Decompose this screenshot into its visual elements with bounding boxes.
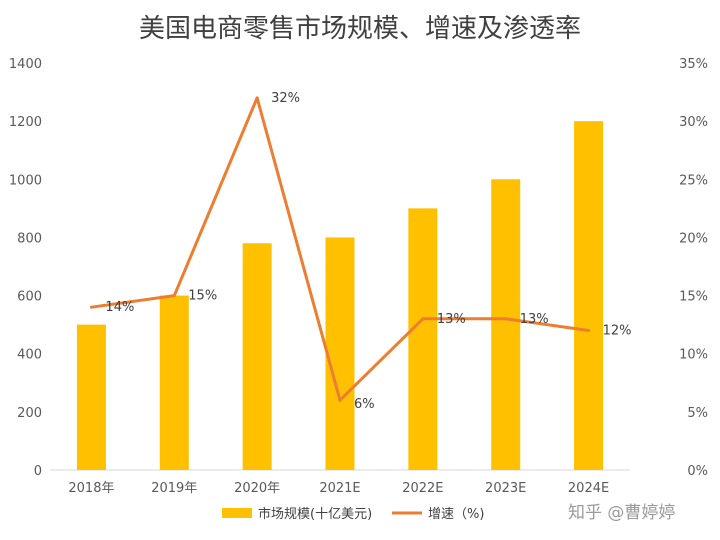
y-right-tick-label: 20% (679, 231, 708, 246)
line-data-label: 32% (271, 91, 300, 106)
y-left-tick-label: 600 (17, 290, 42, 305)
y-left-tick-label: 1400 (9, 57, 42, 72)
watermark: 知乎 @曹婷婷 (568, 503, 675, 523)
y-right-tick-label: 25% (679, 173, 708, 188)
y-left-tick-label: 1200 (9, 115, 42, 130)
bar (491, 179, 521, 471)
y-right-tick-label: 5% (687, 406, 708, 421)
y-right-tick-label: 0% (687, 464, 708, 479)
line-data-label: 15% (188, 289, 217, 304)
y-right-tick-label: 30% (679, 115, 708, 130)
x-tick-label: 2020年 (234, 481, 280, 496)
line-point (172, 294, 176, 298)
line-point (338, 398, 342, 402)
data-labels: 14% 15% 32% 6% 13% 13% 12% (105, 91, 631, 412)
line-point (504, 317, 508, 321)
x-tick-label: 2022E (402, 481, 443, 496)
bar (159, 295, 189, 470)
axes: 0 200 400 600 800 1000 1200 1400 0% 5% 10% 15% 20% 25… (9, 57, 708, 496)
x-tick-label: 2023E (485, 481, 526, 496)
bar (242, 243, 272, 470)
line-point (421, 317, 425, 321)
bar (574, 121, 604, 471)
line-series (89, 96, 591, 402)
y-right-tick-label: 35% (679, 57, 708, 72)
x-tick-label: 2024E (568, 481, 609, 496)
bar-series (76, 121, 604, 471)
bar (325, 237, 355, 470)
line-point (255, 96, 259, 100)
legend-bar-swatch (222, 508, 252, 518)
y-left-tick-label: 1000 (9, 173, 42, 188)
y-left-tick-label: 800 (17, 231, 42, 246)
bar (76, 324, 106, 470)
x-tick-label: 2021E (319, 481, 360, 496)
line-data-label: 13% (520, 312, 549, 327)
x-tick-label: 2018年 (68, 481, 114, 496)
line-data-label: 13% (437, 312, 466, 327)
y-right-tick-label: 15% (679, 290, 708, 305)
legend-bar-label: 市场规模(十亿美元) (258, 506, 372, 522)
line-data-label: 12% (603, 323, 632, 338)
bar (408, 208, 438, 470)
chart-title: 美国电商零售市场规模、增速及渗透率 (139, 14, 581, 44)
legend-line-label: 增速（%) (428, 507, 484, 522)
x-tick-label: 2019年 (151, 481, 197, 496)
line-data-label: 14% (105, 300, 134, 315)
y-left-tick-label: 200 (17, 406, 42, 421)
line-point (89, 305, 93, 309)
line-point (587, 328, 591, 332)
line-data-label: 6% (354, 397, 375, 412)
y-left-tick-label: 400 (17, 348, 42, 363)
legend: 市场规模(十亿美元) 增速（%) (222, 506, 484, 522)
y-left-tick-label: 0 (34, 464, 42, 479)
y-right-tick-label: 10% (679, 348, 708, 363)
